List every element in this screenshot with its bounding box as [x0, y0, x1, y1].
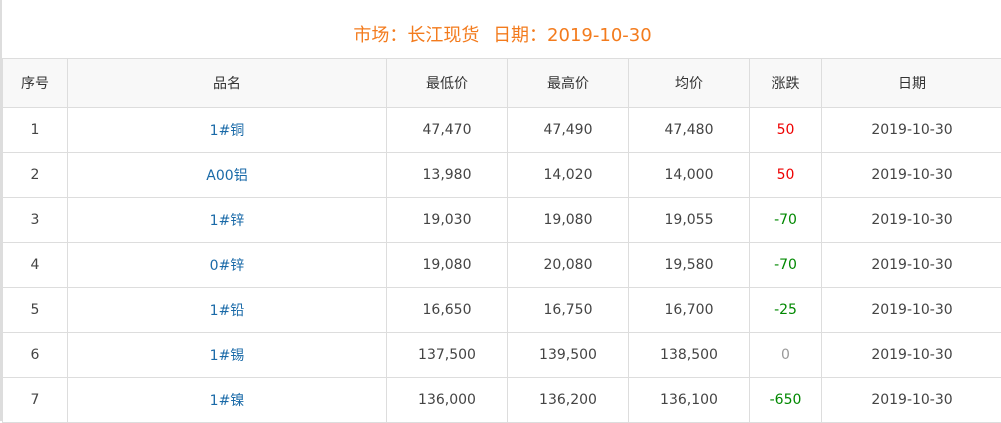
cell-date: 2019-10-30: [822, 198, 1001, 243]
cell-low: 13,980: [387, 153, 508, 198]
cell-name[interactable]: 1#锡: [68, 333, 387, 378]
cell-low: 16,650: [387, 288, 508, 333]
cell-high: 19,080: [508, 198, 629, 243]
cell-change: -25: [750, 288, 822, 333]
cell-date: 2019-10-30: [822, 288, 1001, 333]
market-label: 市场：长江现货: [353, 25, 479, 46]
cell-change: -650: [750, 378, 822, 423]
cell-avg: 19,055: [629, 198, 750, 243]
cell-avg: 19,580: [629, 243, 750, 288]
cell-avg: 136,100: [629, 378, 750, 423]
cell-change: -70: [750, 198, 822, 243]
cell-high: 20,080: [508, 243, 629, 288]
date-label: 日期：2019-10-30: [493, 25, 652, 46]
cell-date: 2019-10-30: [822, 108, 1001, 153]
cell-high: 47,490: [508, 108, 629, 153]
cell-date: 2019-10-30: [822, 153, 1001, 198]
cell-no: 1: [3, 108, 68, 153]
cell-date: 2019-10-30: [822, 333, 1001, 378]
header-avg: 均价: [629, 59, 750, 108]
header-high: 最高价: [508, 59, 629, 108]
cell-date: 2019-10-30: [822, 378, 1001, 423]
cell-name[interactable]: 1#铜: [68, 108, 387, 153]
cell-no: 3: [3, 198, 68, 243]
cell-no: 6: [3, 333, 68, 378]
cell-change: 50: [750, 108, 822, 153]
cell-no: 5: [3, 288, 68, 333]
header-low: 最低价: [387, 59, 508, 108]
cell-avg: 138,500: [629, 333, 750, 378]
cell-avg: 47,480: [629, 108, 750, 153]
page-title: 市场：长江现货 日期：2019-10-30: [2, 24, 1001, 48]
cell-high: 16,750: [508, 288, 629, 333]
header-name: 品名: [68, 59, 387, 108]
cell-low: 136,000: [387, 378, 508, 423]
cell-low: 19,030: [387, 198, 508, 243]
cell-name[interactable]: 1#铅: [68, 288, 387, 333]
cell-change: 50: [750, 153, 822, 198]
header-date: 日期: [822, 59, 1001, 108]
cell-no: 4: [3, 243, 68, 288]
cell-date: 2019-10-30: [822, 243, 1001, 288]
cell-low: 47,470: [387, 108, 508, 153]
cell-high: 14,020: [508, 153, 629, 198]
cell-no: 7: [3, 378, 68, 423]
cell-low: 19,080: [387, 243, 508, 288]
cell-avg: 16,700: [629, 288, 750, 333]
header-change: 涨跌: [750, 59, 822, 108]
cell-name[interactable]: 1#锌: [68, 198, 387, 243]
header-no: 序号: [3, 59, 68, 108]
cell-change: -70: [750, 243, 822, 288]
cell-change: 0: [750, 333, 822, 378]
cell-low: 137,500: [387, 333, 508, 378]
cell-avg: 14,000: [629, 153, 750, 198]
table-header-row: 序号 品名 最低价 最高价 均价 涨跌 日期: [3, 59, 1001, 108]
cell-no: 2: [3, 153, 68, 198]
cell-name[interactable]: 1#镍: [68, 378, 387, 423]
cell-high: 136,200: [508, 378, 629, 423]
cell-name[interactable]: A00铝: [68, 153, 387, 198]
cell-high: 139,500: [508, 333, 629, 378]
cell-name[interactable]: 0#锌: [68, 243, 387, 288]
